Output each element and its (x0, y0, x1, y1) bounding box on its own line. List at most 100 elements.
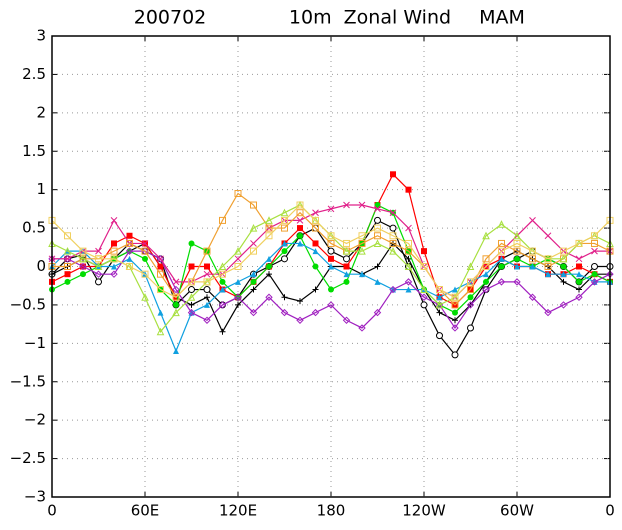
marker (389, 209, 397, 217)
marker (373, 239, 382, 247)
marker (297, 240, 303, 247)
marker (544, 308, 552, 317)
marker (482, 231, 490, 240)
marker (359, 271, 365, 278)
y-tick-label: −2 (24, 411, 46, 429)
plot-frame (51, 35, 611, 498)
marker (234, 263, 242, 270)
y-tick-label: −1.5 (10, 372, 46, 390)
marker (281, 294, 288, 301)
chart-title: 200702 (134, 7, 207, 29)
y-tick-label: 2 (36, 103, 46, 121)
marker (560, 278, 567, 285)
marker (342, 316, 351, 324)
marker (436, 332, 443, 340)
marker (498, 239, 505, 247)
marker (311, 308, 320, 317)
marker (327, 232, 335, 240)
marker (157, 309, 164, 316)
marker (265, 232, 273, 240)
marker (590, 278, 599, 286)
marker (374, 202, 381, 209)
marker (559, 254, 568, 263)
marker (374, 278, 381, 285)
marker (64, 232, 71, 240)
marker (157, 263, 164, 270)
marker (420, 301, 428, 309)
marker (203, 286, 211, 294)
marker (591, 247, 598, 255)
marker (544, 255, 552, 263)
marker (64, 271, 71, 278)
y-tick-label: −3 (24, 488, 46, 506)
y-tick-label: −1 (24, 334, 46, 352)
marker (529, 263, 536, 270)
marker (560, 247, 567, 255)
marker (436, 294, 443, 301)
marker (172, 285, 180, 294)
marker (343, 239, 350, 247)
marker (389, 224, 397, 232)
marker (110, 270, 118, 278)
marker (343, 271, 350, 278)
marker (591, 239, 598, 247)
marker (234, 190, 242, 198)
y-tick-label: −2.5 (10, 449, 46, 467)
marker (513, 239, 521, 247)
marker (328, 263, 334, 270)
marker (95, 278, 102, 286)
marker (204, 294, 210, 301)
marker (188, 278, 195, 286)
marker (327, 239, 335, 247)
marker (297, 232, 303, 239)
x-tick-label: 60E (131, 502, 160, 520)
marker (94, 270, 103, 278)
marker (420, 263, 428, 270)
marker (203, 278, 211, 286)
marker (250, 278, 257, 285)
chart-title: MAM (479, 7, 525, 29)
marker (234, 247, 242, 255)
marker (296, 217, 304, 224)
marker (173, 301, 179, 308)
y-tick-label: 3 (36, 27, 46, 45)
line (51, 173, 611, 306)
y-tick-label: 0 (36, 257, 46, 275)
marker (451, 351, 459, 359)
marker (576, 286, 582, 293)
marker (482, 255, 490, 263)
marker (203, 316, 211, 324)
marker (575, 239, 583, 247)
marker (157, 255, 164, 263)
marker (482, 285, 490, 294)
marker (575, 255, 583, 263)
marker (297, 298, 303, 305)
marker (157, 286, 164, 294)
marker (141, 247, 149, 255)
x-tick-label: 60W (500, 502, 534, 520)
y-tick-label: 2.5 (22, 65, 46, 83)
marker (389, 285, 397, 294)
marker (281, 216, 288, 224)
marker (156, 327, 165, 336)
marker (204, 301, 210, 308)
x-tick-label: 180 (317, 502, 346, 520)
marker (250, 286, 257, 293)
marker (389, 247, 397, 255)
marker (467, 294, 474, 301)
marker (235, 301, 241, 308)
marker (374, 216, 381, 224)
marker (111, 240, 117, 247)
marker (482, 263, 490, 270)
marker (560, 263, 567, 270)
marker (266, 271, 272, 278)
marker (529, 255, 536, 263)
marker (404, 262, 413, 270)
marker (172, 278, 180, 286)
marker (312, 216, 319, 224)
marker (188, 240, 195, 247)
marker (125, 247, 134, 255)
marker (203, 270, 211, 278)
marker (94, 262, 103, 270)
marker (266, 263, 272, 270)
